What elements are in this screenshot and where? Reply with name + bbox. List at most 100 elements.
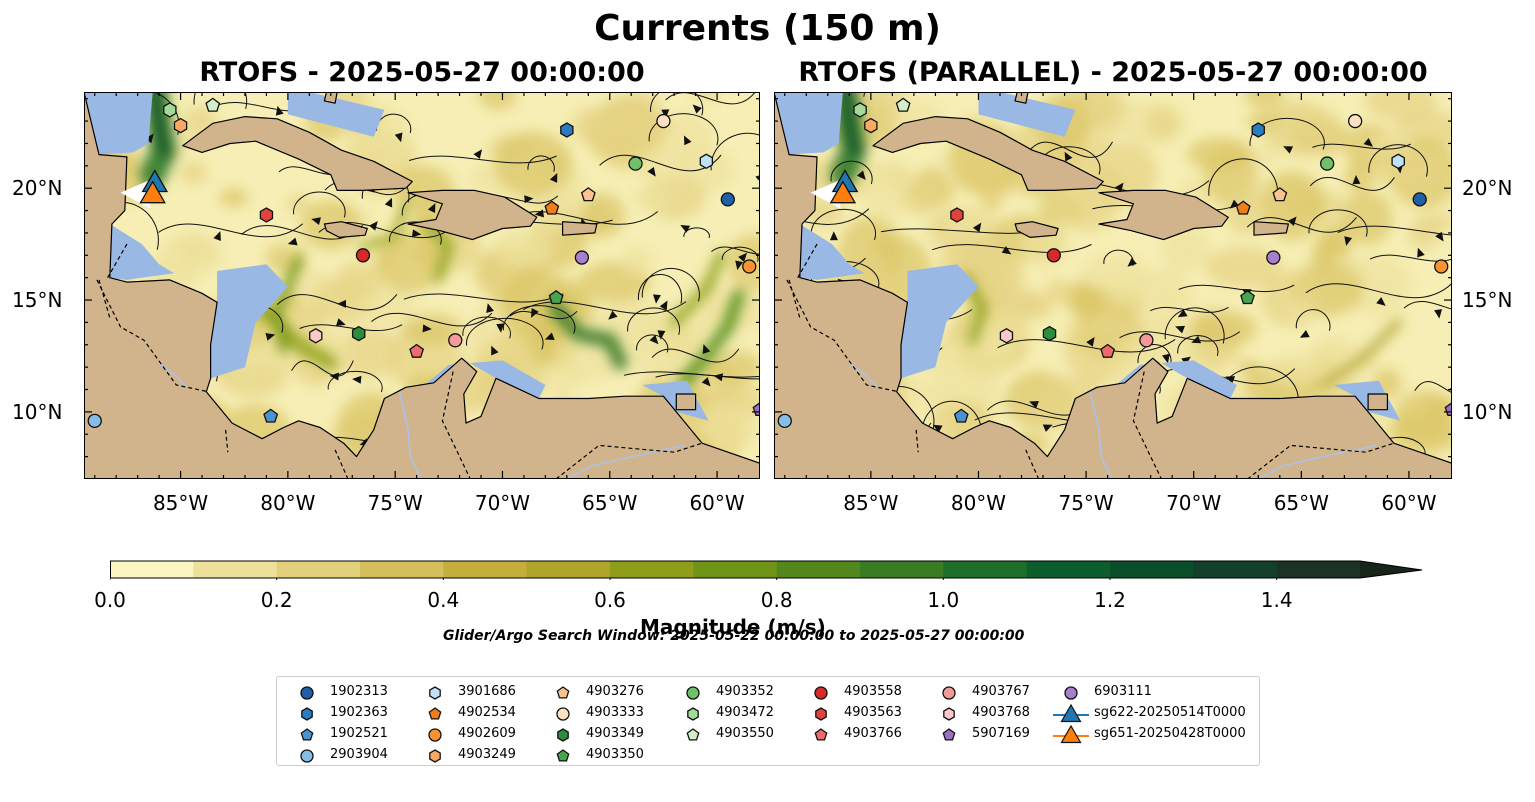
legend-label: 4902534 [458, 705, 516, 720]
marker-6903111[interactable] [1266, 250, 1281, 265]
search-window-caption: Glider/Argo Search Window: 2025-05-22 00… [443, 628, 1025, 644]
marker-4903249[interactable] [173, 117, 188, 134]
legend-pentagon-icon [814, 728, 828, 741]
legend-circle-icon [556, 707, 570, 721]
lat-tick-label: 20°N [1462, 176, 1513, 201]
land-trinidad [1367, 393, 1389, 411]
lat-tick-label: 10°N [1462, 399, 1513, 424]
map-panel-left[interactable] [84, 92, 760, 479]
marker-4903768[interactable] [999, 328, 1014, 344]
colorbar-tick-label: 0.4 [427, 588, 460, 612]
colorbar-segment [526, 561, 611, 578]
legend-hexagon-icon [687, 707, 699, 721]
marker-3901686[interactable] [1391, 153, 1405, 170]
marker-4903550[interactable] [895, 97, 911, 112]
marker-2903904[interactable] [777, 413, 792, 428]
land-central [774, 92, 1452, 479]
lat-tick-label: 10°N [12, 399, 63, 424]
colorbar-segment [610, 561, 694, 578]
colorbar-segment [860, 561, 944, 578]
marker-4903276[interactable] [580, 187, 596, 202]
marker-4903472[interactable] [163, 102, 177, 118]
marker-6903111[interactable] [574, 250, 590, 265]
marker-4903349[interactable] [351, 325, 366, 342]
land [84, 92, 760, 479]
colorbar-segment [776, 561, 861, 578]
legend-circle-icon [1064, 686, 1078, 700]
lon-tick-label: 70°W [1166, 491, 1222, 515]
map-frame [774, 92, 1452, 479]
legend-hexagon-icon [557, 728, 569, 742]
marker-4903766[interactable] [1100, 343, 1116, 358]
legend-label: 4903563 [844, 705, 902, 720]
legend-hexagon-icon [815, 707, 827, 721]
marker-4903563[interactable] [259, 207, 274, 223]
colorbar-segment [193, 561, 278, 578]
colorbar-segment [693, 561, 778, 578]
marker-1902313[interactable] [720, 192, 735, 207]
marker-4903768[interactable] [309, 328, 323, 344]
marker-sg651-20250428T0000[interactable] [139, 180, 166, 204]
marker-4903550[interactable] [205, 97, 221, 112]
marker-4903472[interactable] [853, 102, 867, 118]
marker-4903563[interactable] [950, 207, 964, 223]
lat-tick-label: 15°N [12, 288, 63, 313]
land-trinidad [675, 393, 697, 411]
land [774, 92, 1452, 479]
marker-4903333[interactable] [656, 113, 671, 129]
marker-3901686[interactable] [699, 153, 714, 170]
marker-sg651-20250428T0000[interactable] [829, 180, 857, 204]
marker-1902521[interactable] [263, 408, 279, 423]
lon-tick-label: 75°W [367, 491, 423, 515]
legend-label: 4903276 [586, 684, 644, 699]
marker-4903350[interactable] [1240, 289, 1255, 305]
marker-4903352[interactable] [628, 156, 643, 171]
legend-label: 4903558 [844, 684, 902, 699]
colorbar-segment [443, 561, 528, 578]
legend-pentagon-icon [300, 728, 314, 741]
legend-label: 4903249 [458, 747, 516, 762]
legend-label: 6903111 [1094, 684, 1152, 699]
lon-tick-label: 85°W [152, 491, 209, 515]
marker-1902363[interactable] [1251, 122, 1265, 138]
marker-4902534[interactable] [1235, 200, 1251, 215]
marker-4903249[interactable] [864, 117, 878, 134]
colorbar-extend-arrow [1360, 561, 1422, 578]
map-panel-right[interactable] [774, 92, 1452, 479]
marker-4903767[interactable] [1139, 333, 1154, 348]
lon-tick-label: 85°W [843, 491, 899, 515]
marker-4903767[interactable] [448, 333, 463, 348]
marker-4903352[interactable] [1320, 156, 1335, 171]
legend-triangle-icon [1060, 724, 1082, 744]
marker-4903350[interactable] [548, 289, 564, 305]
marker-1902521[interactable] [953, 408, 969, 423]
marker-4903333[interactable] [1347, 113, 1363, 129]
lon-tick-label: 60°W [689, 491, 745, 515]
land-central [84, 92, 760, 479]
marker-4903766[interactable] [409, 343, 425, 358]
legend-label: 4903352 [716, 684, 774, 699]
lon-tick-label: 65°W [1273, 491, 1329, 515]
marker-2903904[interactable] [87, 413, 102, 428]
marker-4903349[interactable] [1042, 325, 1057, 342]
legend-label: sg651-20250428T0000 [1094, 726, 1246, 741]
lon-tick-label: 80°W [260, 491, 316, 515]
marker-4903276[interactable] [1272, 187, 1288, 202]
lon-tick-label: 65°W [582, 491, 638, 515]
marker-4902609[interactable] [1434, 259, 1449, 274]
panel-title-right: RTOFS (PARALLEL) - 2025-05-27 00:00:00 [798, 57, 1428, 88]
lon-tick-label: 75°W [1058, 491, 1114, 515]
figure-title: Currents (150 m) [594, 8, 941, 49]
marker-1902363[interactable] [560, 122, 574, 138]
colorbar-tick-label: 0.8 [760, 588, 793, 612]
marker-4903558[interactable] [1046, 248, 1061, 263]
marker-4903558[interactable] [355, 248, 371, 263]
land-puertorico [562, 221, 598, 236]
lon-tick-label: 60°W [1381, 491, 1437, 515]
marker-4902534[interactable] [544, 200, 560, 215]
colorbar-segment [360, 561, 444, 578]
legend-label: 4903333 [586, 705, 644, 720]
map-frame [84, 92, 760, 479]
marker-1902313[interactable] [1412, 192, 1427, 207]
marker-4902609[interactable] [742, 259, 757, 274]
